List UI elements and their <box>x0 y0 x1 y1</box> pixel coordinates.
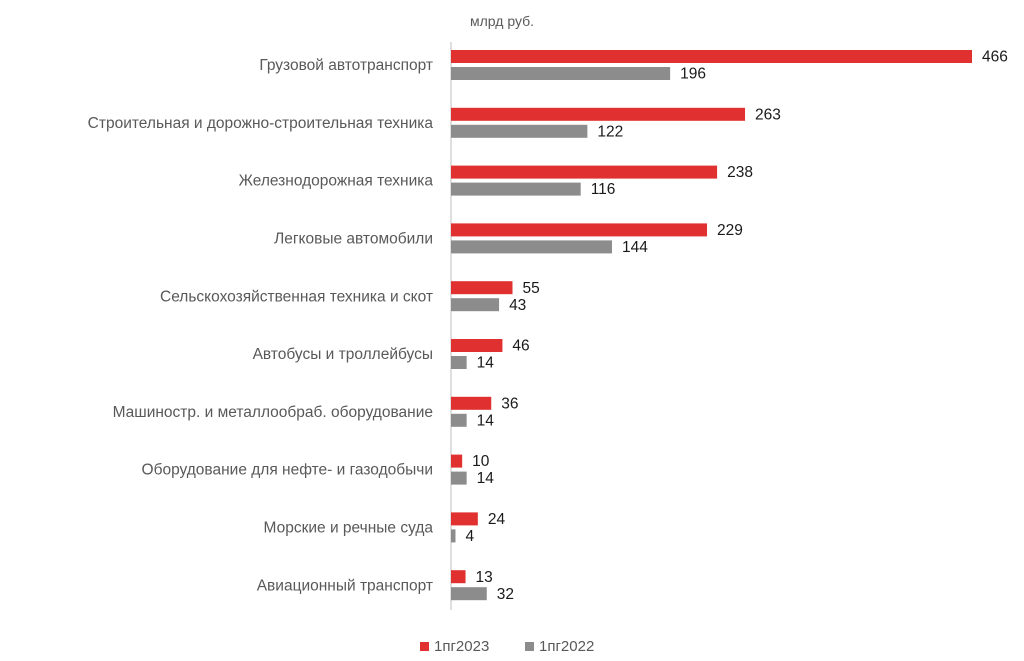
bar-2023 <box>451 512 478 526</box>
data-label: 466 <box>982 49 1008 66</box>
category-label: Железнодорожная техника <box>239 173 434 190</box>
data-label: 10 <box>472 453 490 470</box>
bar-2022 <box>451 413 467 427</box>
data-label: 24 <box>488 511 506 528</box>
legend-swatch <box>525 642 534 651</box>
data-label: 55 <box>522 280 539 297</box>
legend-swatch <box>420 642 429 651</box>
data-label: 13 <box>476 569 493 586</box>
bar-2022 <box>451 471 467 485</box>
category-label: Сельскохозяйственная техника и скот <box>160 288 433 305</box>
data-label: 4 <box>465 528 474 545</box>
data-label: 144 <box>622 239 648 256</box>
bar-2023 <box>451 165 718 179</box>
category-label: Грузовой автотранспорт <box>259 57 433 74</box>
bar-2023 <box>451 570 466 584</box>
data-label: 43 <box>509 297 526 314</box>
category-label: Автобусы и троллейбусы <box>253 346 433 363</box>
bar-2022 <box>451 67 671 80</box>
bar-2022 <box>451 587 487 601</box>
bar-2022 <box>451 124 588 138</box>
category-label: Морские и речные суда <box>264 519 434 536</box>
data-label: 229 <box>717 222 743 239</box>
bar-2023 <box>451 223 708 237</box>
data-label: 46 <box>512 338 529 355</box>
category-label: Строительная и дорожно-строительная техн… <box>88 115 434 132</box>
data-label: 14 <box>477 412 495 429</box>
bar-2022 <box>451 298 500 312</box>
data-label: 32 <box>497 586 514 603</box>
bar-2022 <box>451 356 467 369</box>
bar-2022 <box>451 529 456 543</box>
bar-2023 <box>451 50 972 63</box>
category-label: Авиационный транспорт <box>257 577 433 594</box>
bar-2023 <box>451 396 492 410</box>
data-label: 14 <box>477 470 495 487</box>
bar-2022 <box>451 240 612 254</box>
legend-label: 1пг2023 <box>434 638 489 655</box>
category-label: Машиностр. и металлообраб. оборудование <box>113 404 433 421</box>
data-label: 122 <box>597 123 623 140</box>
data-label: 263 <box>755 106 781 123</box>
data-label: 196 <box>680 66 706 83</box>
category-label: Легковые автомобили <box>274 230 433 247</box>
data-label: 238 <box>727 164 753 181</box>
legend: 1пг2023 1пг2022 <box>420 638 594 655</box>
bar-2023 <box>451 281 513 295</box>
legend-label: 1пг2022 <box>539 638 594 655</box>
data-label: 36 <box>501 395 518 412</box>
category-label: Оборудование для нефте- и газодобычи <box>142 462 433 479</box>
bar-2023 <box>451 454 463 468</box>
unit-label: млрд руб. <box>470 13 534 29</box>
bar-2022 <box>451 182 581 196</box>
data-label: 116 <box>591 181 616 198</box>
bar-2023 <box>451 107 746 121</box>
data-label: 14 <box>477 355 495 372</box>
bar-2023 <box>451 339 503 352</box>
bars-group: Грузовой автотранспорт 466 196 Строительная… <box>88 49 1008 603</box>
